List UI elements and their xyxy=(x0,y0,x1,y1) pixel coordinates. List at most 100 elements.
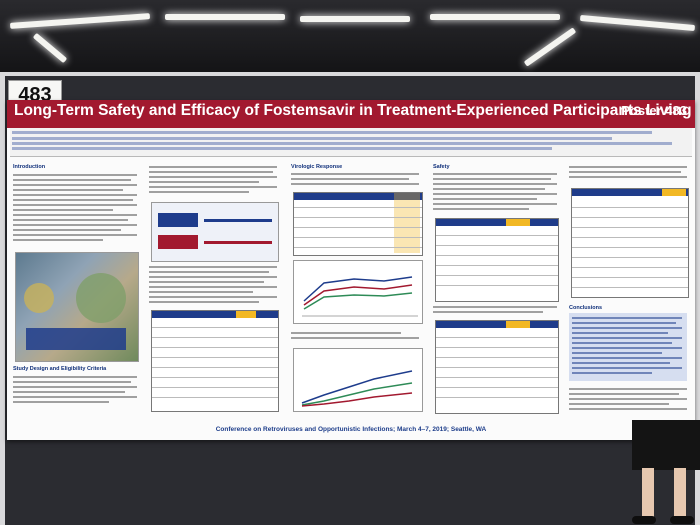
text-line xyxy=(149,171,273,173)
text-line xyxy=(433,193,557,195)
person-dress xyxy=(632,420,700,470)
text-line xyxy=(291,183,419,185)
poster-title: Long-Term Safety and Efficacy of Fostems… xyxy=(14,102,695,119)
table-header-highlight xyxy=(506,321,530,328)
text-line xyxy=(149,186,277,188)
text-line xyxy=(13,179,131,181)
timeline-bar xyxy=(204,241,272,244)
ceiling-light xyxy=(32,32,68,64)
table-row xyxy=(572,227,688,228)
safety-heading: Safety xyxy=(433,164,450,170)
text-line xyxy=(433,208,529,210)
table-row xyxy=(436,235,558,236)
table-row xyxy=(294,247,422,248)
baseline-characteristics-table xyxy=(151,310,279,412)
text-line xyxy=(13,194,137,196)
text-line xyxy=(572,342,672,344)
text-line xyxy=(569,166,687,168)
text-line xyxy=(572,337,682,339)
person-leg xyxy=(642,468,654,520)
text-line xyxy=(13,189,123,191)
text-line xyxy=(433,178,551,180)
text-line xyxy=(572,362,670,364)
virologic-response-table xyxy=(293,192,423,256)
text-line xyxy=(572,347,682,349)
text-line xyxy=(13,204,137,206)
table-row xyxy=(436,285,558,286)
authors-block xyxy=(10,128,692,157)
text-line xyxy=(433,183,557,185)
table-row xyxy=(294,207,422,208)
column-4: Safety xyxy=(431,160,561,422)
affiliations-line xyxy=(12,147,552,150)
table-highlight-column xyxy=(394,193,420,253)
table-header xyxy=(572,189,688,196)
table-row xyxy=(152,327,278,328)
table-row xyxy=(294,217,422,218)
conclusions-box xyxy=(569,313,687,381)
poster-footer: Conference on Retroviruses and Opportuni… xyxy=(7,422,695,440)
ceiling-light xyxy=(579,14,696,32)
column-2 xyxy=(147,160,282,422)
text-line xyxy=(149,166,277,168)
text-line xyxy=(572,327,682,329)
text-line xyxy=(13,376,137,378)
introduction-heading: Introduction xyxy=(13,164,46,170)
conclusions-heading: Conclusions xyxy=(569,305,603,311)
table-row xyxy=(572,277,688,278)
figure-caption-box xyxy=(26,328,126,350)
text-line xyxy=(572,332,668,334)
ceiling-light xyxy=(300,16,410,22)
text-line xyxy=(13,209,113,211)
table-row xyxy=(152,347,278,348)
table-row xyxy=(436,387,558,388)
table-row xyxy=(436,347,558,348)
plot-line xyxy=(303,284,413,306)
virus-illustration xyxy=(24,283,54,313)
table-row xyxy=(436,397,558,398)
table-row xyxy=(436,337,558,338)
text-line xyxy=(569,403,669,405)
timeline-bar xyxy=(204,219,272,222)
text-line xyxy=(13,234,137,236)
text-line xyxy=(13,401,109,403)
plot-line xyxy=(301,370,413,404)
table-row xyxy=(152,397,278,398)
person-shoe xyxy=(632,516,656,524)
text-line xyxy=(569,388,687,390)
board-frame xyxy=(695,72,700,525)
authors-line xyxy=(12,131,652,134)
text-line xyxy=(572,317,682,319)
column-5: Conclusions xyxy=(567,160,691,422)
person-shoe xyxy=(670,516,694,524)
text-line xyxy=(13,381,131,383)
table-row xyxy=(572,267,688,268)
plot-line xyxy=(301,392,413,407)
grade-3-4-ae-table xyxy=(571,188,689,298)
text-line xyxy=(149,281,264,283)
ceiling xyxy=(0,0,700,72)
column-1: Introduction Study Design and Eligibilit… xyxy=(11,160,141,422)
table-row xyxy=(436,275,558,276)
column-3: Virologic Response xyxy=(289,160,424,422)
text-line xyxy=(13,199,133,201)
text-line xyxy=(13,219,128,221)
text-line xyxy=(569,393,679,395)
table-row xyxy=(572,217,688,218)
text-line xyxy=(13,396,137,398)
text-line xyxy=(291,178,409,180)
text-line xyxy=(13,386,137,388)
table-row xyxy=(436,245,558,246)
ae-summary-table xyxy=(435,218,559,302)
line-plot xyxy=(301,370,413,407)
text-line xyxy=(149,296,277,298)
text-line xyxy=(433,306,557,308)
cohort-box xyxy=(158,235,198,249)
poster: Long-Term Safety and Efficacy of Fostems… xyxy=(7,100,695,440)
text-line xyxy=(569,398,687,400)
text-line xyxy=(569,408,687,410)
text-line xyxy=(569,171,681,173)
text-line xyxy=(13,229,121,231)
text-line xyxy=(13,224,137,226)
poster-label: Poster 483 xyxy=(621,103,687,118)
